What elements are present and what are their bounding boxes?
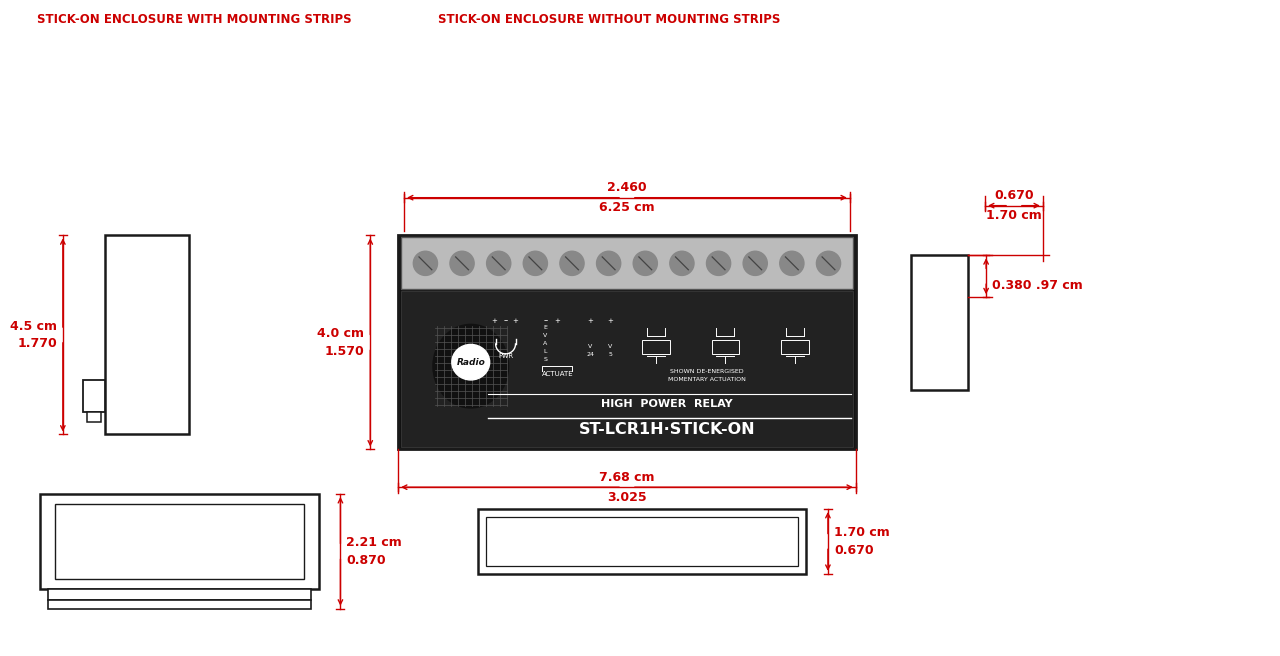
Circle shape [780,251,804,276]
Circle shape [413,251,438,276]
Text: +: + [554,318,561,324]
Bar [47,600,311,609]
Text: 1.70 cm: 1.70 cm [833,526,890,539]
Text: 7.68 cm: 7.68 cm [599,471,654,483]
Text: STICK-ON ENCLOSURE WITHOUT MOUNTING STRIPS: STICK-ON ENCLOSURE WITHOUT MOUNTING STRI… [438,13,781,26]
Text: 6.25 cm: 6.25 cm [599,201,655,214]
Text: 0.670: 0.670 [995,189,1034,202]
Text: 1.770: 1.770 [17,337,56,350]
Text: 0.670: 0.670 [833,544,873,557]
Text: +: + [492,318,498,324]
Text: Radio: Radio [457,358,485,367]
Circle shape [451,251,474,276]
Text: 2.460: 2.460 [607,181,646,194]
Text: V: V [588,344,593,349]
Bar [477,509,806,574]
Text: STICK-ON ENCLOSURE WITH MOUNTING STRIPS: STICK-ON ENCLOSURE WITH MOUNTING STRIPS [37,13,352,26]
Text: 4.5 cm: 4.5 cm [10,319,56,333]
Circle shape [669,251,694,276]
Text: 2.21 cm: 2.21 cm [347,536,402,549]
Text: 0.870: 0.870 [347,554,387,567]
Text: 1.70 cm: 1.70 cm [986,209,1042,222]
Text: S: S [544,357,548,362]
Circle shape [524,251,548,276]
Bar [910,255,968,390]
Bar [781,340,809,354]
Text: +: + [588,318,593,324]
Circle shape [634,251,658,276]
Text: PWR: PWR [498,353,513,359]
Circle shape [559,251,584,276]
Text: V: V [543,333,548,338]
Text: 1.570: 1.570 [325,345,365,358]
Bar [712,340,740,354]
Bar [40,494,319,588]
Text: MOMENTARY ACTUATION: MOMENTARY ACTUATION [668,377,745,382]
Text: –: – [543,316,548,325]
Bar [87,411,101,422]
Text: 5: 5 [608,352,612,357]
Bar [398,236,856,449]
Text: +: + [607,318,613,324]
Text: 0.380 .97 cm: 0.380 .97 cm [992,279,1083,292]
Text: A: A [543,341,548,346]
Bar [47,588,311,600]
Text: SHOWN DE-ENERGISED: SHOWN DE-ENERGISED [669,369,744,374]
Text: –: – [503,316,508,325]
Ellipse shape [452,344,490,380]
Text: 3.025: 3.025 [607,491,646,504]
Bar [401,291,852,447]
Circle shape [817,251,841,276]
Text: +: + [512,318,518,324]
Bar [485,517,797,565]
Bar [105,236,189,434]
Text: ST-LCR1H·STICK-ON: ST-LCR1H·STICK-ON [579,422,755,437]
Bar [83,380,105,411]
Bar [641,340,669,354]
Circle shape [744,251,767,276]
Ellipse shape [433,324,508,408]
Text: 24: 24 [586,352,594,357]
Circle shape [707,251,731,276]
Text: ACTUATE: ACTUATE [541,371,573,377]
Text: L: L [544,349,547,354]
Text: 4.0 cm: 4.0 cm [317,327,365,340]
Text: V: V [608,344,612,349]
Text: E: E [544,325,548,330]
Text: HIGH  POWER  RELAY: HIGH POWER RELAY [600,399,732,409]
Bar [55,504,303,579]
Circle shape [596,251,621,276]
Circle shape [486,251,511,276]
Bar [401,237,852,289]
